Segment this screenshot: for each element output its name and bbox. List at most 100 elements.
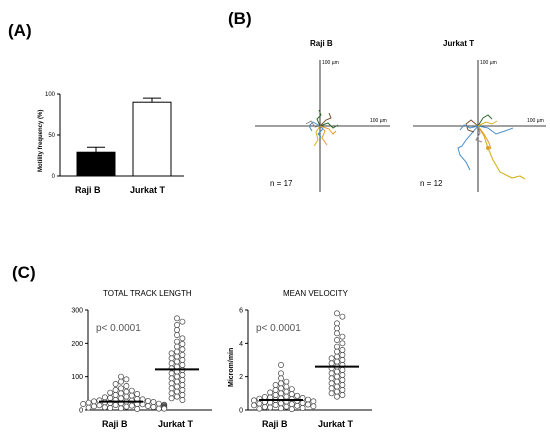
raji-track (313, 125, 321, 147)
panel-c-left-point-raji (123, 383, 130, 389)
panel-a-y-tick-label: 50 (48, 133, 55, 139)
panel-c-left-point-raji (155, 405, 162, 412)
panel-c-right-point-raji (272, 392, 279, 398)
panel-c-left-y-tick-label: 300 (71, 308, 83, 315)
jurkat-track (475, 125, 483, 143)
panel-c-right-point-jurkat (334, 330, 340, 337)
panel-c-right-point-jurkat (334, 325, 340, 332)
panel-c-right-point-jurkat (328, 390, 335, 397)
panel-c-left-point-jurkat (168, 375, 175, 382)
panel-c-right-point-raji (278, 390, 284, 397)
panel-c-right-point-jurkat (339, 357, 346, 363)
panel-c-left-point-jurkat (168, 395, 175, 402)
panel-c-right-y-tick-label: 4 (239, 341, 243, 348)
panel-c-label: (C) (12, 263, 36, 282)
panel-c-left-point-raji (128, 387, 135, 394)
panel-c-right-point-raji (294, 392, 301, 399)
panel-c-right-point-raji (283, 388, 290, 395)
panel-c-right-point-jurkat (334, 337, 340, 343)
panel-c-left-point-raji (161, 405, 168, 412)
panel-b-label: (B) (228, 9, 252, 28)
panel-c-left-point-jurkat (174, 322, 180, 328)
panel-b-raji-scale-x: 100 µm (370, 118, 387, 124)
panel-c-right-point-raji (305, 396, 311, 403)
panel-c-right-point-raji (310, 398, 317, 405)
panel-c-right-point-raji (288, 406, 295, 413)
panel-a-y-tick-label: 100 (45, 92, 56, 98)
raji-track (305, 120, 321, 128)
panel-c-left-point-jurkat (174, 327, 180, 333)
panel-c-left-point-jurkat (174, 343, 180, 350)
panel-c-left-point-raji (118, 405, 124, 412)
panel-c-left-point-jurkat (174, 373, 180, 380)
panel-c-left-point-jurkat (179, 377, 186, 383)
panel-c-left-point-jurkat (179, 397, 186, 403)
panel-c-left-category-raji: Raji B (102, 419, 128, 429)
panel-c-right-point-jurkat (334, 388, 340, 395)
panel-b-jurkat-tracks (457, 114, 526, 180)
panel-c-right-point-raji (299, 400, 306, 406)
panel-c-right-point-raji (278, 370, 284, 377)
panel-a-category-label-raji: Raji B (75, 185, 101, 195)
panel-c-left-point-jurkat (179, 346, 186, 353)
panel-c-right-point-raji (278, 380, 284, 387)
panel-c-right-point-raji (283, 383, 290, 390)
panel-c-left-point-jurkat (174, 358, 180, 365)
raji-track (319, 122, 339, 129)
panel-b-jurkat-n-label: n = 12 (420, 179, 443, 188)
panel-c-left-point-raji (118, 373, 124, 380)
panel-c-right-point-raji (278, 400, 284, 407)
panel-c-right-point-jurkat (334, 320, 340, 327)
panel-c-right-point-raji (288, 391, 295, 398)
panel-c-right-point-jurkat (334, 358, 340, 365)
panel-c-left-point-raji (118, 385, 124, 392)
panel-c-right-point-jurkat (334, 348, 340, 355)
panel-c-right-point-jurkat (328, 355, 335, 362)
panel-b-title-jurkat: Jurkat T (443, 39, 474, 48)
panel-c-left-point-raji (107, 395, 114, 401)
panel-c-right-y-axis-label: Microm/min (228, 348, 235, 387)
panel-c-left-point-jurkat (174, 348, 180, 355)
panel-c-left-point-jurkat (179, 362, 186, 368)
panel-c-left-point-raji (150, 399, 157, 405)
panel-c-left-point-jurkat (174, 378, 180, 385)
panel-c-right-point-raji (278, 385, 284, 392)
panel-c-right-point-jurkat (339, 347, 346, 353)
panel-c-left-point-jurkat (179, 387, 186, 393)
panel-c-right-point-jurkat (328, 375, 335, 382)
panel-c-right-point-raji (278, 405, 284, 412)
panel-c-left-point-raji (123, 376, 130, 383)
panel-c-left-point-raji (123, 393, 130, 400)
panel-c-left-point-raji (134, 391, 141, 397)
panel-c-right-point-raji (267, 389, 274, 396)
jurkat-track (459, 124, 479, 131)
panel-c-left-point-raji (128, 392, 135, 399)
panel-c-left-point-raji (101, 404, 108, 411)
panel-c-right-point-jurkat (334, 393, 340, 400)
jurkat-track (477, 125, 492, 150)
panel-a-bar-jurkat (132, 101, 172, 177)
panel-b-raji-n-label: n = 17 (270, 179, 293, 188)
panel-c-right-point-jurkat (339, 313, 346, 320)
panel-c-left-point-jurkat (168, 390, 175, 397)
panel-c-right-point-jurkat (334, 373, 340, 380)
panel-c-left-point-raji (155, 400, 162, 407)
panel-c-left-point-jurkat (168, 355, 175, 362)
panel-c-right-point-raji (283, 378, 290, 385)
panel-c-right-title: MEAN VELOCITY (283, 289, 349, 298)
panel-a-bar-chart: 0 50 100 Motility frequency (%) Raji B Jur… (38, 92, 184, 195)
panel-c-left-point-raji (118, 395, 124, 402)
jurkat-track-end-marker (486, 146, 490, 150)
panel-c-left-point-raji (145, 398, 151, 404)
panel-c-left-point-jurkat (179, 392, 186, 398)
raji-track (316, 109, 322, 127)
jurkat-track (477, 125, 514, 135)
panel-c-left-point-jurkat (174, 388, 180, 395)
panel-c-right-point-raji (294, 402, 301, 409)
panel-c-right-point-jurkat (334, 383, 340, 390)
panel-c-left-point-raji (134, 406, 141, 412)
panel-c-left-p-value: p< 0.0001 (96, 323, 141, 334)
panel-c-right-point-jurkat (334, 343, 340, 350)
panel-c-left-point-jurkat (174, 338, 180, 345)
